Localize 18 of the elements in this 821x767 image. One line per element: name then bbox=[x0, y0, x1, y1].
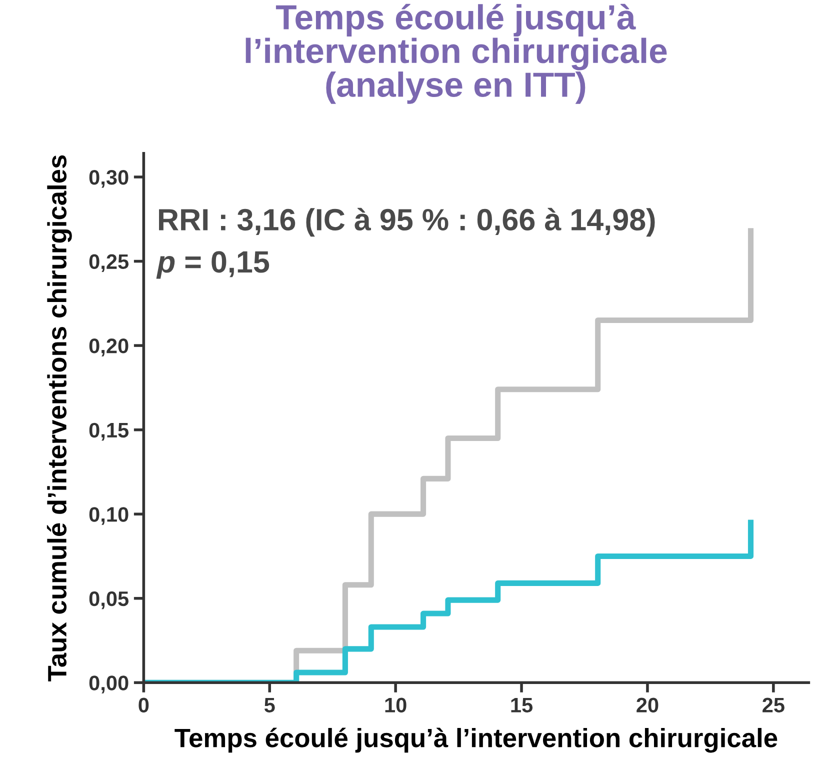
y-tick-label: 0,15 bbox=[89, 422, 129, 441]
x-tick-label: 0 bbox=[138, 698, 149, 713]
y-tick-label: 0,25 bbox=[89, 254, 129, 272]
annotation: p = 0,15 bbox=[156, 251, 270, 279]
annotation: RRI : 3,16 (IC à 95 % : 0,66 à 14,98) bbox=[159, 208, 655, 237]
y-tick-label: 0,05 bbox=[89, 591, 129, 610]
x-axis-title: Temps écoulé jusqu’à l’intervention chirurgicale bbox=[174, 728, 778, 753]
chart-title: Temps écoulé jusqu’à l’intervention chirurgicale (analyse en ITT) bbox=[246, 4, 667, 104]
x-tick-label: 15 bbox=[511, 698, 533, 713]
y-tick-label: 0,30 bbox=[89, 170, 128, 188]
x-tick-label: 10 bbox=[385, 698, 406, 713]
y-tick-label: 0,10 bbox=[89, 507, 128, 525]
y-tick-label: 0,20 bbox=[89, 338, 128, 356]
y-tick-label: 0,00 bbox=[89, 676, 128, 694]
x-tick-label: 25 bbox=[762, 698, 784, 713]
y-axis-title: Taux cumulé d’interventions chirurgicales bbox=[46, 155, 72, 682]
x-tick-label: 20 bbox=[636, 698, 658, 713]
x-tick-label: 5 bbox=[264, 698, 275, 713]
